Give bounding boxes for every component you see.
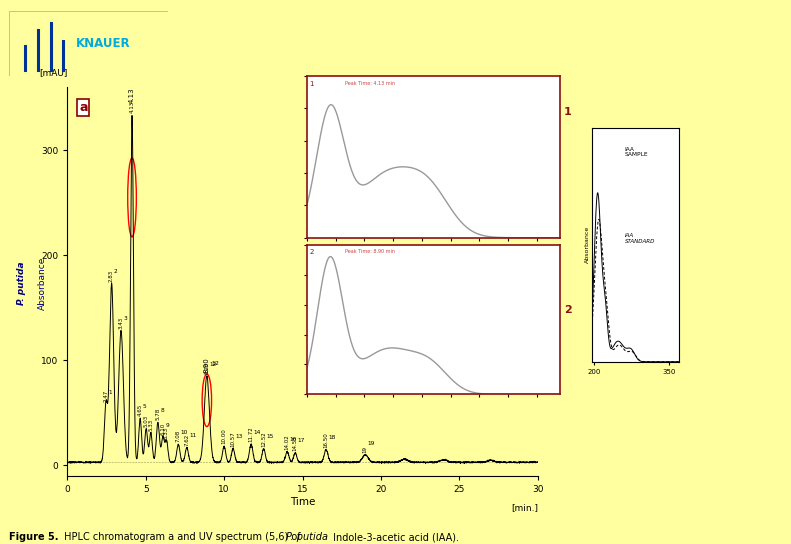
- Text: 2: 2: [564, 305, 572, 315]
- Text: 1: 1: [108, 390, 112, 395]
- Text: 4.13: 4.13: [130, 101, 134, 113]
- Text: 8.90: 8.90: [204, 357, 210, 373]
- Text: 10.00: 10.00: [221, 429, 226, 444]
- Text: 10.57: 10.57: [230, 431, 236, 447]
- Text: 19: 19: [363, 446, 368, 453]
- Text: 19: 19: [368, 441, 375, 446]
- Text: P. putida: P. putida: [17, 261, 26, 305]
- Text: 8: 8: [161, 408, 164, 413]
- Text: 14: 14: [253, 430, 261, 435]
- Text: 3: 3: [123, 317, 127, 322]
- Text: HPLC chromatogram a and UV spectrum (5,6) of: HPLC chromatogram a and UV spectrum (5,6…: [61, 532, 304, 542]
- Text: 7.62: 7.62: [184, 433, 189, 446]
- Text: [mAU]: [mAU]: [39, 69, 67, 77]
- Text: Figure 5.: Figure 5.: [9, 532, 59, 542]
- Text: 6.10: 6.10: [161, 423, 165, 435]
- Text: 5.03: 5.03: [144, 415, 149, 426]
- Text: 1: 1: [564, 107, 572, 116]
- Text: [min.]: [min.]: [511, 503, 538, 512]
- Text: 5.33: 5.33: [149, 418, 153, 431]
- Text: a: a: [79, 101, 88, 114]
- Text: 10: 10: [180, 430, 188, 435]
- Y-axis label: Absorbance: Absorbance: [585, 226, 590, 263]
- Text: 1: 1: [309, 81, 314, 87]
- Text: 15: 15: [266, 434, 274, 439]
- Text: 7.08: 7.08: [176, 430, 181, 442]
- Text: 11.72: 11.72: [248, 426, 254, 442]
- Text: 17: 17: [297, 438, 305, 443]
- Text: 12: 12: [211, 361, 219, 366]
- Text: 16: 16: [290, 437, 297, 442]
- Text: IAA
STANDARD: IAA STANDARD: [625, 233, 655, 244]
- Text: P. putida: P. putida: [286, 532, 328, 542]
- Text: IAA
SAMPLE: IAA SAMPLE: [625, 146, 649, 157]
- Text: 5.78: 5.78: [155, 408, 161, 421]
- Text: 13: 13: [236, 434, 243, 439]
- Text: Peak Time: 8.90 min: Peak Time: 8.90 min: [345, 249, 395, 254]
- Text: 6.33: 6.33: [164, 427, 169, 439]
- Text: Absorbance: Absorbance: [38, 256, 47, 310]
- Text: 8.90: 8.90: [204, 362, 210, 374]
- Text: 11: 11: [189, 433, 196, 438]
- Text: 9: 9: [165, 423, 169, 428]
- Text: 18: 18: [328, 435, 336, 440]
- Text: 4.65: 4.65: [138, 404, 142, 416]
- Text: 2: 2: [309, 249, 314, 255]
- Text: 14.02: 14.02: [285, 434, 290, 450]
- Text: 3.43: 3.43: [119, 317, 123, 329]
- Text: 5: 5: [142, 404, 146, 409]
- Text: KNAUER: KNAUER: [76, 37, 131, 50]
- Text: 2: 2: [114, 269, 118, 274]
- Text: 14.53: 14.53: [293, 435, 297, 451]
- Text: 2.83: 2.83: [109, 269, 114, 282]
- Text: 12: 12: [209, 362, 217, 367]
- Text: 2.47: 2.47: [104, 390, 108, 403]
- Text: 16.50: 16.50: [324, 432, 328, 448]
- X-axis label: Time: Time: [290, 497, 316, 507]
- Text: 12.52: 12.52: [261, 431, 266, 447]
- Text: Indole-3-acetic acid (IAA).: Indole-3-acetic acid (IAA).: [330, 532, 459, 542]
- Text: Peak Time: 4.13 min: Peak Time: 4.13 min: [345, 81, 395, 86]
- Text: 4.13: 4.13: [129, 87, 135, 103]
